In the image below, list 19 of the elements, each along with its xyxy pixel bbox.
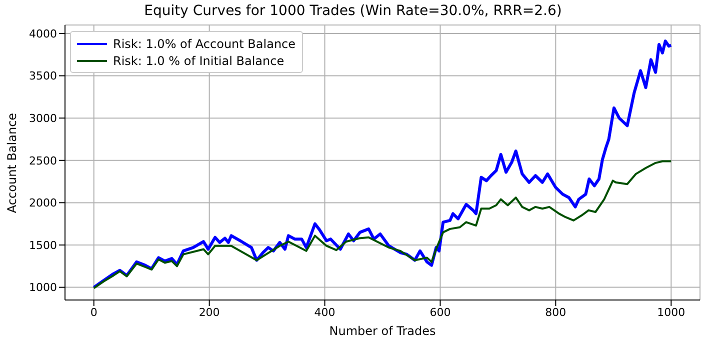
x-tick-label: 0 <box>90 306 98 319</box>
x-tick-label: 400 <box>314 306 336 319</box>
x-tick-label: 1000 <box>657 306 686 319</box>
x-tick-label: 800 <box>545 306 566 319</box>
y-axis-title: Account Balance <box>5 112 19 213</box>
legend-label: Risk: 1.0 % of Initial Balance <box>113 54 284 68</box>
x-tick-label: 600 <box>430 306 451 319</box>
y-tick-label: 1500 <box>29 238 57 252</box>
chart-title: Equity Curves for 1000 Trades (Win Rate=30.0%, RRR=2.6) <box>143 3 563 19</box>
line-series <box>92 160 672 290</box>
y-tick-label: 2500 <box>29 154 57 168</box>
y-tick-label: 1000 <box>29 281 57 294</box>
y-tick-label: 2000 <box>29 196 57 210</box>
legend-label: Risk: 1.0% of Account Balance <box>113 36 296 50</box>
x-tick-label: 200 <box>198 306 220 319</box>
y-tick-label: 4000 <box>29 27 57 40</box>
y-tick-label: 3000 <box>29 112 57 125</box>
x-axis-title: Number of Trades <box>328 324 437 338</box>
y-tick-label: 3500 <box>29 70 57 83</box>
